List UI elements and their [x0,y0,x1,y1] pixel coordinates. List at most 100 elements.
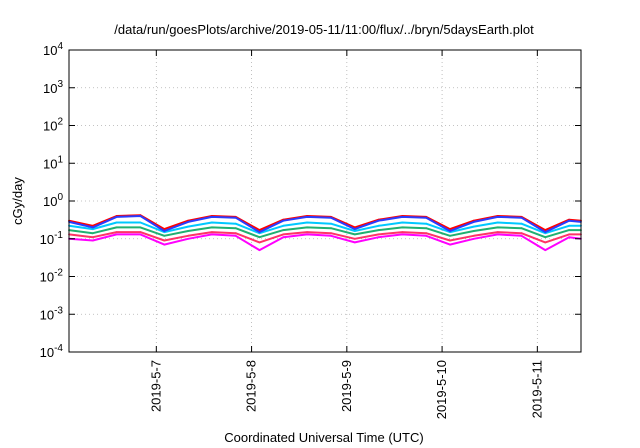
data-point [496,231,499,234]
data-point [115,221,118,224]
data-point [139,231,142,234]
data-point [139,233,142,236]
data-point [187,230,190,232]
y-axis-label: cGy/day [10,177,25,225]
data-point [306,231,308,234]
y-tick-label: 10-1 [40,230,64,247]
data-point [449,243,451,246]
data-point [139,215,142,217]
data-point [115,226,118,229]
data-point [211,216,213,218]
data-point [234,227,237,230]
x-tick-label: 2019-5-11 [529,360,544,418]
data-point [187,237,190,240]
data-point [377,219,380,222]
y-tick-label: 102 [43,117,63,134]
data-point [258,231,261,234]
data-point [544,229,547,232]
data-point [91,236,94,239]
data-point [449,228,451,231]
data-point [377,229,380,232]
data-point [520,222,523,225]
data-point [520,234,523,237]
data-point [91,226,94,229]
data-point [568,233,570,236]
data-point [258,249,261,252]
x-tick-label: 2019-5-10 [434,360,449,419]
data-point [353,230,356,232]
data-point [211,221,213,224]
data-point [163,239,166,242]
data-point [211,231,213,234]
data-point [282,224,285,227]
data-point [330,234,332,237]
data-point [163,230,166,232]
data-point [377,233,380,236]
data-point [449,230,451,232]
data-point [163,243,166,246]
data-point [472,237,475,240]
data-point [306,221,308,224]
series-line-1 [68,233,582,252]
data-point [139,221,142,224]
data-point [425,216,428,219]
data-point [91,232,94,235]
data-point [330,222,332,225]
data-point [353,237,356,240]
data-point [544,249,547,252]
data-point [544,241,547,244]
data-point [401,221,404,224]
chart-title: /data/run/goesPlots/archive/2019-05-11/1… [114,22,534,37]
data-point [568,229,570,232]
data-point [520,216,523,219]
data-point [187,221,190,223]
data-point [544,236,547,239]
data-point [139,226,142,229]
data-point [401,216,404,218]
grid-lines [69,50,581,352]
data-point [115,231,118,234]
data-point [330,227,332,230]
data-point [282,229,285,232]
data-point [115,216,118,218]
y-tick-label: 103 [43,79,63,96]
data-point [330,232,332,235]
data-point [425,222,428,225]
data-point [234,216,237,219]
data-point [353,233,356,236]
data-point [472,221,475,223]
y-axis: 10-4 10-3 10-2 10-1 100 101 102 103 104 [40,41,581,360]
data-point [425,227,428,230]
data-point [187,234,190,237]
data-point [306,233,308,236]
data-point [258,241,261,244]
x-tick-label: 2019-5-7 [148,360,163,412]
data-point [496,221,499,224]
y-tick-label: 104 [43,41,63,58]
data-point [234,222,237,225]
data-point [234,232,237,235]
data-point [353,228,356,231]
data-point [425,234,428,237]
data-point [306,226,308,229]
data-point [496,216,499,218]
y-tick-label: 10-2 [40,268,64,285]
data-point [258,229,261,232]
data-point [163,234,166,237]
data-point [449,234,451,237]
data-point [568,224,570,227]
x-axis-label: Coordinated Universal Time (UTC) [224,430,423,445]
data-point [425,232,428,235]
data-point [306,216,308,218]
data-point [401,226,404,229]
data-point [377,224,380,227]
data-point [211,226,213,229]
data-point [496,233,499,236]
data-point [472,234,475,237]
series-layer [68,214,582,252]
data-point [520,232,523,235]
data-point [472,225,475,228]
data-point [211,233,213,236]
data-point [282,236,285,239]
data-point [330,216,332,219]
